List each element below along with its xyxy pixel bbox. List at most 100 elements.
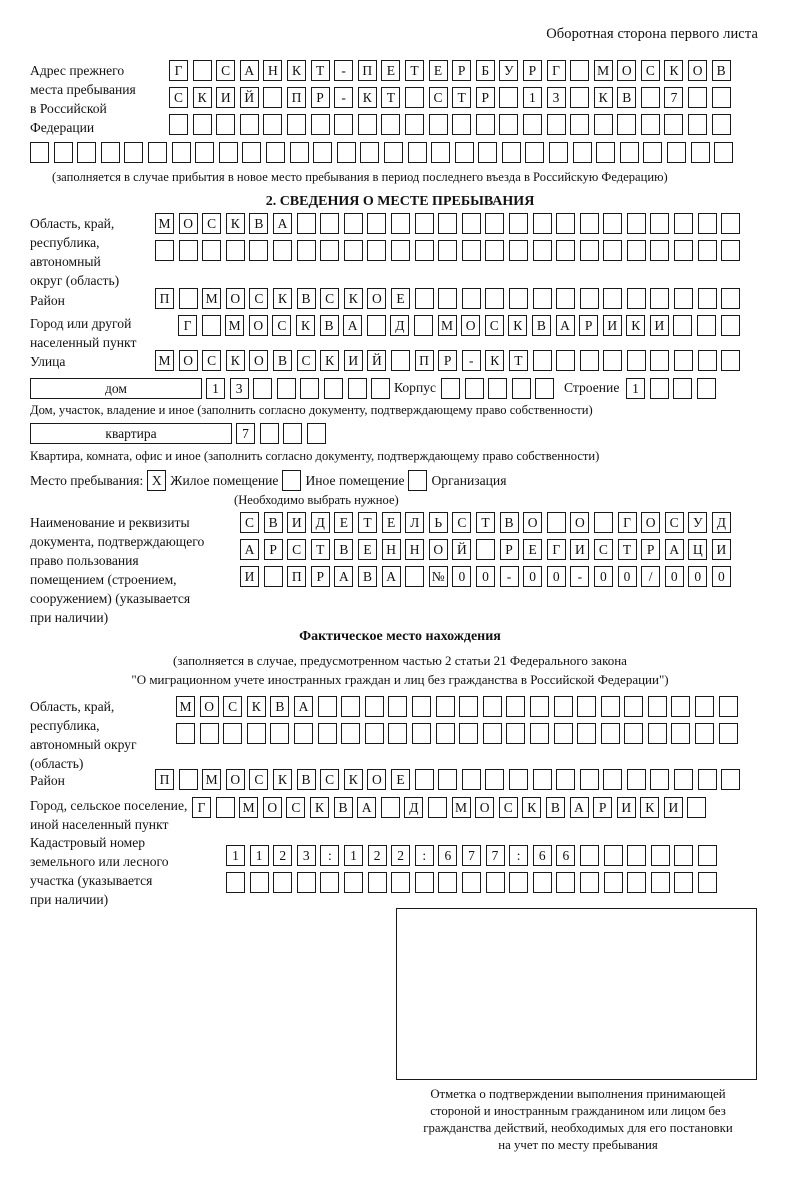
char-cell[interactable]: Д <box>404 797 424 818</box>
char-cell[interactable] <box>579 240 599 261</box>
char-cell[interactable]: О <box>367 769 387 790</box>
char-cell[interactable]: С <box>202 350 222 371</box>
char-cell[interactable] <box>499 114 519 135</box>
char-cell[interactable]: Т <box>508 350 528 371</box>
char-cell[interactable] <box>178 240 198 261</box>
char-cell[interactable]: К <box>664 60 684 81</box>
char-cell[interactable]: О <box>428 539 448 560</box>
char-cell[interactable]: К <box>640 797 660 818</box>
char-cell[interactable]: 1 <box>626 378 645 399</box>
char-cell[interactable] <box>485 288 505 309</box>
char-cell[interactable] <box>438 769 458 790</box>
char-cell[interactable]: А <box>272 213 292 234</box>
char-cell[interactable] <box>411 723 431 744</box>
char-cell[interactable] <box>508 288 528 309</box>
char-cell[interactable]: / <box>641 566 661 587</box>
char-cell[interactable]: И <box>240 566 259 587</box>
char-cell[interactable] <box>553 723 573 744</box>
char-cell[interactable] <box>532 872 552 893</box>
char-cell[interactable] <box>697 872 717 893</box>
char-cell[interactable]: Т <box>617 539 637 560</box>
char-cell[interactable] <box>711 87 731 108</box>
char-cell[interactable] <box>124 142 144 163</box>
char-cell[interactable] <box>650 240 670 261</box>
char-cell[interactable]: С <box>640 60 660 81</box>
char-cell[interactable]: 3 <box>546 87 566 108</box>
char-cell[interactable]: Е <box>381 512 401 533</box>
char-cell[interactable]: Р <box>522 60 542 81</box>
char-cell[interactable] <box>603 240 623 261</box>
char-cell[interactable]: 6 <box>556 845 576 866</box>
char-cell[interactable] <box>341 723 361 744</box>
char-cell[interactable]: 0 <box>688 566 708 587</box>
char-cell[interactable]: 3 <box>229 378 249 399</box>
char-cell[interactable]: : <box>320 845 340 866</box>
char-cell[interactable]: К <box>357 87 377 108</box>
char-cell[interactable]: М <box>202 288 222 309</box>
char-cell[interactable]: С <box>249 769 269 790</box>
char-cell[interactable] <box>461 769 481 790</box>
char-cell[interactable]: Р <box>310 566 330 587</box>
char-cell[interactable]: Г <box>546 539 566 560</box>
char-cell[interactable]: Г <box>178 315 197 336</box>
char-cell[interactable]: К <box>225 350 245 371</box>
char-cell[interactable] <box>296 872 316 893</box>
char-cell[interactable] <box>253 378 273 399</box>
char-cell[interactable]: И <box>711 539 731 560</box>
char-cell[interactable] <box>556 872 576 893</box>
char-cell[interactable] <box>388 723 408 744</box>
char-cell[interactable] <box>454 142 474 163</box>
char-cell[interactable]: С <box>286 797 306 818</box>
char-cell[interactable]: С <box>593 539 613 560</box>
char-cell[interactable] <box>270 723 290 744</box>
char-cell[interactable]: К <box>272 288 292 309</box>
char-cell[interactable] <box>272 240 292 261</box>
char-cell[interactable]: О <box>367 288 387 309</box>
char-cell[interactable] <box>336 142 356 163</box>
char-cell[interactable] <box>697 288 717 309</box>
char-cell[interactable] <box>596 142 616 163</box>
char-cell[interactable]: И <box>287 512 307 533</box>
char-cell[interactable] <box>249 872 269 893</box>
char-cell[interactable]: Т <box>310 60 330 81</box>
char-cell[interactable]: 6 <box>438 845 458 866</box>
char-cell[interactable]: У <box>499 60 519 81</box>
char-cell[interactable]: И <box>570 539 590 560</box>
char-cell[interactable]: 6 <box>532 845 552 866</box>
char-cell[interactable] <box>435 723 455 744</box>
char-cell[interactable] <box>664 114 684 135</box>
char-cell[interactable]: М <box>451 797 471 818</box>
char-cell[interactable] <box>313 142 333 163</box>
char-cell[interactable] <box>192 114 212 135</box>
char-cell[interactable]: Р <box>641 539 661 560</box>
char-cell[interactable]: П <box>414 350 434 371</box>
char-cell[interactable]: С <box>202 213 222 234</box>
char-cell[interactable]: К <box>508 315 528 336</box>
char-cell[interactable] <box>697 213 717 234</box>
char-cell[interactable]: С <box>320 288 340 309</box>
char-cell[interactable]: 7 <box>236 423 255 444</box>
char-cell[interactable] <box>341 696 361 717</box>
char-cell[interactable]: Е <box>334 512 354 533</box>
char-cell[interactable] <box>532 240 552 261</box>
char-cell[interactable]: М <box>202 769 222 790</box>
char-cell[interactable] <box>343 872 363 893</box>
char-cell[interactable] <box>390 350 410 371</box>
char-cell[interactable]: Г <box>546 60 566 81</box>
char-cell[interactable]: Р <box>452 60 472 81</box>
char-cell[interactable]: О <box>225 288 245 309</box>
char-cell[interactable] <box>438 872 458 893</box>
char-cell[interactable]: - <box>570 566 590 587</box>
char-cell[interactable]: Р <box>579 315 599 336</box>
char-cell[interactable] <box>317 723 337 744</box>
char-cell[interactable] <box>718 723 738 744</box>
char-cell[interactable]: И <box>216 87 236 108</box>
char-cell[interactable] <box>695 696 715 717</box>
char-cell[interactable] <box>650 845 670 866</box>
char-cell[interactable]: С <box>249 288 269 309</box>
